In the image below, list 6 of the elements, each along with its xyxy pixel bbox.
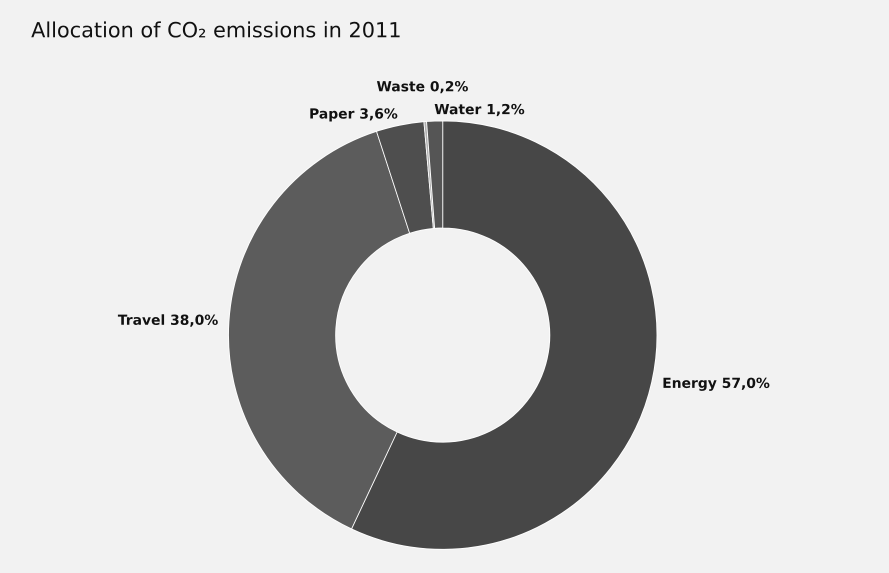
slice-label: Travel 38,0%: [118, 314, 218, 327]
slice-label: Water 1,2%: [434, 104, 524, 116]
slice-label: Energy 57,0%: [663, 378, 770, 391]
slice-label: Paper 3,6%: [310, 108, 398, 122]
chart-title: Allocation of CO₂ emissions in 2011: [31, 21, 400, 38]
slice-label: Waste 0,2%: [376, 80, 468, 94]
